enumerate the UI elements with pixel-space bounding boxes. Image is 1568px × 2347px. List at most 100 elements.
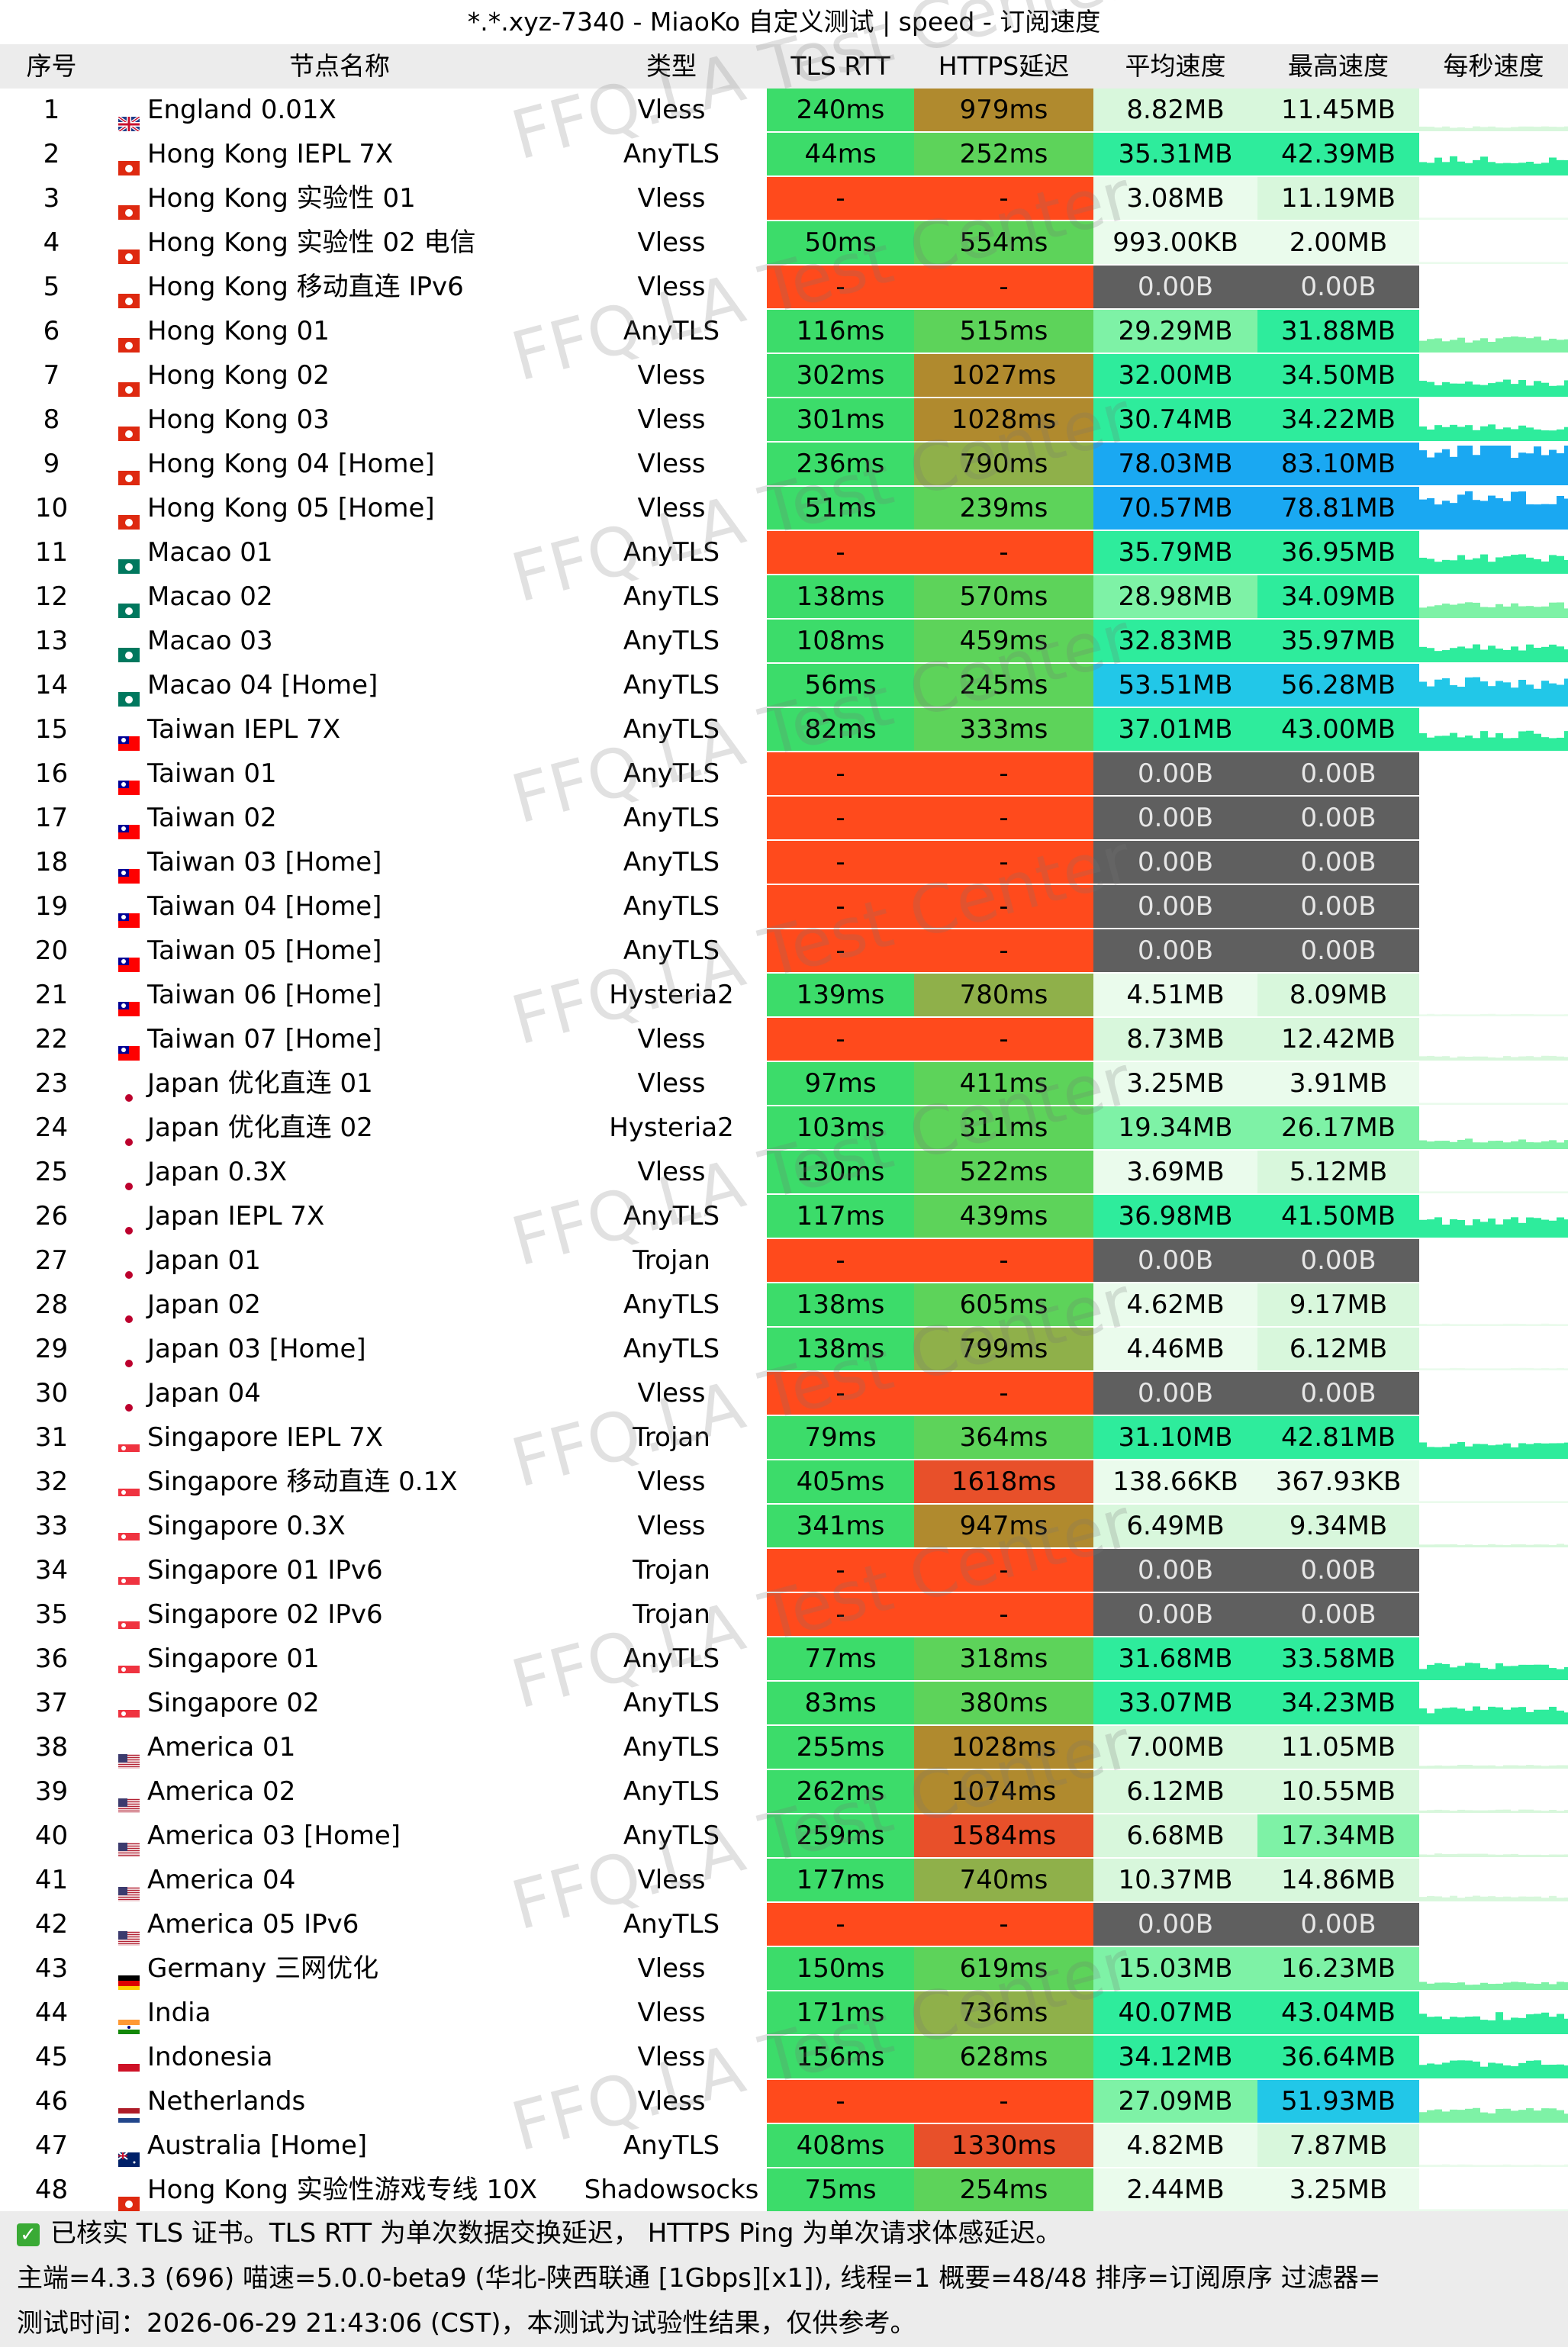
table-row[interactable]: 14 Macao 04 [Home] AnyTLS 56ms 245ms 53.51MB 5… bbox=[0, 664, 1568, 708]
table-row[interactable]: 30 Japan 04 Vless - -0.00B 0.00B bbox=[0, 1372, 1568, 1416]
flag-de-icon bbox=[118, 1961, 140, 1990]
table-row[interactable]: 23 Japan 优化直连 01 Vless 97ms 411ms 3.25MB 3.91M… bbox=[0, 1062, 1568, 1106]
https-latency: - bbox=[914, 1549, 1093, 1592]
table-row[interactable]: 29 Japan 03 [Home] AnyTLS 138ms 799ms 4.46MB 6… bbox=[0, 1328, 1568, 1372]
avg-speed: 0.00B bbox=[1093, 797, 1257, 839]
row-index: 29 bbox=[34, 1334, 69, 1364]
table-row[interactable]: 2 Hong Kong IEPL 7X AnyTLS 44ms 252ms 35.31MB… bbox=[0, 133, 1568, 177]
table-row[interactable]: 3 Hong Kong 实验性 01 Vless - -3.08MB 11.19MB bbox=[0, 177, 1568, 221]
table-row[interactable]: 5 Hong Kong 移动直连 IPv6 Vless - -0.00B 0.00B bbox=[0, 266, 1568, 310]
row-index: 21 bbox=[34, 980, 69, 1010]
per-second-speed-sparkline bbox=[1419, 1328, 1568, 1370]
row-index: 48 bbox=[34, 2175, 69, 2205]
col-per-second-header[interactable]: 每秒速度 bbox=[1443, 51, 1544, 81]
table-row[interactable]: 1 England 0.01X Vless 240ms 979ms 8.82MB 11.45… bbox=[0, 89, 1568, 133]
row-index: 15 bbox=[34, 714, 69, 745]
table-row[interactable]: 19 Taiwan 04 [Home] AnyTLS - -0.00B 0.00B bbox=[0, 885, 1568, 929]
https-latency: - bbox=[914, 1018, 1093, 1061]
table-row[interactable]: 47 Australia [Home] AnyTLS 408ms 1330ms 4.82M… bbox=[0, 2124, 1568, 2168]
table-row[interactable]: 41 America 04 Vless 177ms 740ms 10.37MB 14.86M… bbox=[0, 1859, 1568, 1903]
table-row[interactable]: 26 Japan IEPL 7X AnyTLS 117ms 439ms 36.98MB 41… bbox=[0, 1195, 1568, 1239]
per-second-speed-sparkline bbox=[1419, 1814, 1568, 1857]
footer-note: ✓ 已核实 TLS 证书。TLS RTT 为单次数据交换延迟， HTTPS Pin… bbox=[0, 2211, 1568, 2256]
col-index-header[interactable]: 序号 bbox=[26, 51, 77, 81]
avg-speed: 35.31MB bbox=[1093, 133, 1257, 175]
node-type: Vless bbox=[637, 272, 706, 302]
max-speed: 7.87MB bbox=[1257, 2124, 1419, 2167]
node-type: Vless bbox=[637, 360, 706, 391]
table-row[interactable]: 45 Indonesia Vless 156ms 628ms 34.12MB 36.64MB bbox=[0, 2036, 1568, 2080]
table-row[interactable]: 37 Singapore 02 AnyTLS 83ms 380ms 33.07MB 34.2… bbox=[0, 1682, 1568, 1726]
table-row[interactable]: 15 Taiwan IEPL 7X AnyTLS 82ms 333ms 37.01MB 43… bbox=[0, 708, 1568, 752]
col-tls-header[interactable]: TLS RTT bbox=[790, 51, 890, 81]
max-speed: 11.19MB bbox=[1257, 177, 1419, 220]
table-row[interactable]: 21 Taiwan 06 [Home] Hysteria2 139ms 780ms 4.5… bbox=[0, 974, 1568, 1018]
table-row[interactable]: 28 Japan 02 AnyTLS 138ms 605ms 4.62MB 9.17MB bbox=[0, 1283, 1568, 1328]
node-name-label: Taiwan 03 [Home] bbox=[147, 847, 382, 877]
table-row[interactable]: 6 Hong Kong 01 AnyTLS 116ms 515ms 29.29MB 31.8… bbox=[0, 310, 1568, 354]
row-index: 4 bbox=[43, 227, 60, 258]
table-row[interactable]: 8 Hong Kong 03 Vless 301ms 1028ms 30.74MB 34.2… bbox=[0, 398, 1568, 443]
table-row[interactable]: 18 Taiwan 03 [Home] AnyTLS - -0.00B 0.00B bbox=[0, 841, 1568, 885]
tls-rtt: - bbox=[767, 1903, 914, 1946]
per-second-speed-sparkline bbox=[1419, 531, 1568, 574]
table-row[interactable]: 46 Netherlands Vless - -27.09MB 51.93MB bbox=[0, 2080, 1568, 2124]
row-index: 16 bbox=[34, 758, 69, 789]
avg-speed: 8.82MB bbox=[1093, 89, 1257, 131]
table-row[interactable]: 33 Singapore 0.3X Vless 341ms 947ms 6.49MB 9.3… bbox=[0, 1505, 1568, 1549]
avg-speed: 33.07MB bbox=[1093, 1682, 1257, 1724]
node-name: America 04 bbox=[103, 1859, 576, 1901]
table-row[interactable]: 32 Singapore 移动直连 0.1X Vless 405ms 1618ms 138… bbox=[0, 1460, 1568, 1505]
max-speed: 43.00MB bbox=[1257, 708, 1419, 751]
max-speed: 0.00B bbox=[1257, 1549, 1419, 1592]
node-name: Hong Kong 01 bbox=[103, 310, 576, 353]
table-row[interactable]: 11 Macao 01 AnyTLS - -35.79MB 36.95MB bbox=[0, 531, 1568, 575]
node-name-label: Hong Kong 02 bbox=[147, 360, 330, 391]
col-name-header[interactable]: 节点名称 bbox=[289, 51, 390, 81]
table-row[interactable]: 44 India Vless 171ms 736ms 40.07MB 43.04MB bbox=[0, 1991, 1568, 2036]
table-row[interactable]: 4 Hong Kong 实验性 02 电信 Vless 50ms 554ms 993.00… bbox=[0, 221, 1568, 266]
tls-rtt: 408ms bbox=[767, 2124, 914, 2167]
node-name: Singapore 02 bbox=[103, 1682, 576, 1724]
table-row[interactable]: 27 Japan 01 Trojan - -0.00B 0.00B bbox=[0, 1239, 1568, 1283]
col-max-speed-header[interactable]: 最高速度 bbox=[1288, 51, 1389, 81]
table-row[interactable]: 38 America 01 AnyTLS 255ms 1028ms 7.00MB 11.05… bbox=[0, 1726, 1568, 1770]
avg-speed: 4.62MB bbox=[1093, 1283, 1257, 1326]
table-row[interactable]: 10 Hong Kong 05 [Home] Vless 51ms 239ms 70.57… bbox=[0, 487, 1568, 531]
table-row[interactable]: 20 Taiwan 05 [Home] AnyTLS - -0.00B 0.00B bbox=[0, 929, 1568, 974]
col-https-header[interactable]: HTTPS延迟 bbox=[938, 51, 1070, 81]
node-type: Vless bbox=[637, 1998, 706, 2028]
table-row[interactable]: 40 America 03 [Home] AnyTLS 259ms 1584ms 6.68… bbox=[0, 1814, 1568, 1859]
table-row[interactable]: 16 Taiwan 01 AnyTLS - -0.00B 0.00B bbox=[0, 752, 1568, 797]
table-row[interactable]: 12 Macao 02 AnyTLS 138ms 570ms 28.98MB 34.09MB bbox=[0, 575, 1568, 620]
avg-speed: 0.00B bbox=[1093, 266, 1257, 308]
node-name: Taiwan 01 bbox=[103, 752, 576, 795]
table-row[interactable]: 39 America 02 AnyTLS 262ms 1074ms 6.12MB 10.55… bbox=[0, 1770, 1568, 1814]
col-avg-speed-header[interactable]: 平均速度 bbox=[1125, 51, 1226, 81]
avg-speed: 0.00B bbox=[1093, 1593, 1257, 1636]
https-latency: 1028ms bbox=[914, 1726, 1093, 1769]
node-name-label: Singapore 01 bbox=[147, 1644, 320, 1674]
table-row[interactable]: 48 Hong Kong 实验性游戏专线 10X Shadowsocks 75ms 25… bbox=[0, 2168, 1568, 2213]
table-row[interactable]: 13 Macao 03 AnyTLS 108ms 459ms 32.83MB 35.97MB bbox=[0, 620, 1568, 664]
table-row[interactable]: 36 Singapore 01 AnyTLS 77ms 318ms 31.68MB 33.5… bbox=[0, 1637, 1568, 1682]
table-row[interactable]: 7 Hong Kong 02 Vless 302ms 1027ms 32.00MB 34.5… bbox=[0, 354, 1568, 398]
per-second-speed-sparkline bbox=[1419, 1505, 1568, 1547]
table-row[interactable]: 43 Germany 三网优化 Vless 150ms 619ms 15.03MB 16.2… bbox=[0, 1947, 1568, 1991]
table-row[interactable]: 35 Singapore 02 IPv6 Trojan - -0.00B 0.00B bbox=[0, 1593, 1568, 1637]
table-row[interactable]: 17 Taiwan 02 AnyTLS - -0.00B 0.00B bbox=[0, 797, 1568, 841]
table-row[interactable]: 9 Hong Kong 04 [Home] Vless 236ms 790ms 78.03… bbox=[0, 443, 1568, 487]
max-speed: 42.81MB bbox=[1257, 1416, 1419, 1459]
table-row[interactable]: 25 Japan 0.3X Vless 130ms 522ms 3.69MB 5.12MB bbox=[0, 1151, 1568, 1195]
max-speed: 0.00B bbox=[1257, 752, 1419, 795]
table-row[interactable]: 22 Taiwan 07 [Home] Vless - -8.73MB 12.42MB bbox=[0, 1018, 1568, 1062]
table-row[interactable]: 34 Singapore 01 IPv6 Trojan - -0.00B 0.00B bbox=[0, 1549, 1568, 1593]
table-row[interactable]: 42 America 05 IPv6 AnyTLS - -0.00B 0.00B bbox=[0, 1903, 1568, 1947]
avg-speed: 138.66KB bbox=[1093, 1460, 1257, 1503]
tls-rtt: 240ms bbox=[767, 89, 914, 131]
col-type-header[interactable]: 类型 bbox=[646, 51, 697, 81]
avg-speed: 0.00B bbox=[1093, 1549, 1257, 1592]
per-second-speed-sparkline bbox=[1419, 1770, 1568, 1813]
table-row[interactable]: 24 Japan 优化直连 02 Hysteria2 103ms 311ms 19.34M… bbox=[0, 1106, 1568, 1151]
table-row[interactable]: 31 Singapore IEPL 7X Trojan 79ms 364ms 31.10M… bbox=[0, 1416, 1568, 1460]
